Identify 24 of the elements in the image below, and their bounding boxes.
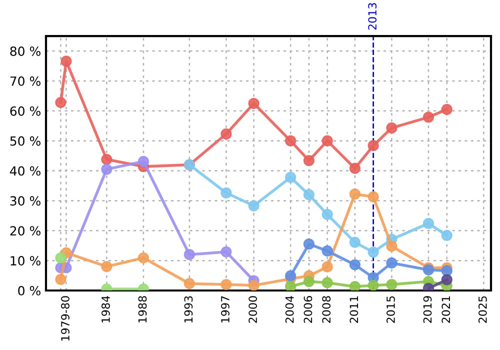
x-tick-label: 2011 bbox=[350, 296, 358, 323]
y-tick-label: 20 % bbox=[10, 226, 40, 236]
x-tick-label: 2000 bbox=[248, 296, 258, 323]
y-tick-label: 30 % bbox=[10, 196, 40, 206]
x-tick-label: 1993 bbox=[184, 296, 193, 322]
x-tick-label: 2004 bbox=[285, 296, 294, 323]
x-tick-label: 1997 bbox=[221, 296, 230, 322]
x-tick-label: 2025 bbox=[478, 296, 487, 323]
y-tick-label: 70 % bbox=[10, 76, 40, 86]
x-tick-label: 2006 bbox=[304, 296, 312, 323]
y-tick-label: 0 % bbox=[18, 286, 40, 296]
x-tick-label: 2021 bbox=[442, 296, 450, 323]
y-tick-label: 50 % bbox=[10, 136, 40, 146]
y-tick-label: 40 % bbox=[10, 166, 40, 176]
ref-line-label: 2013 bbox=[368, 3, 377, 30]
x-tick-label: 2015 bbox=[386, 296, 395, 323]
x-tick-label: 2008 bbox=[322, 296, 331, 323]
x-tick-label: 2019 bbox=[423, 296, 432, 323]
y-tick-label: 80 % bbox=[10, 46, 40, 56]
x-tick-label: 1988 bbox=[138, 296, 147, 322]
x-tick-label: 1984 bbox=[102, 296, 110, 322]
y-tick-label: 60 % bbox=[10, 106, 40, 116]
y-tick-label: 10 % bbox=[10, 256, 40, 266]
x-tick-label: 1979-80 bbox=[61, 296, 70, 341]
